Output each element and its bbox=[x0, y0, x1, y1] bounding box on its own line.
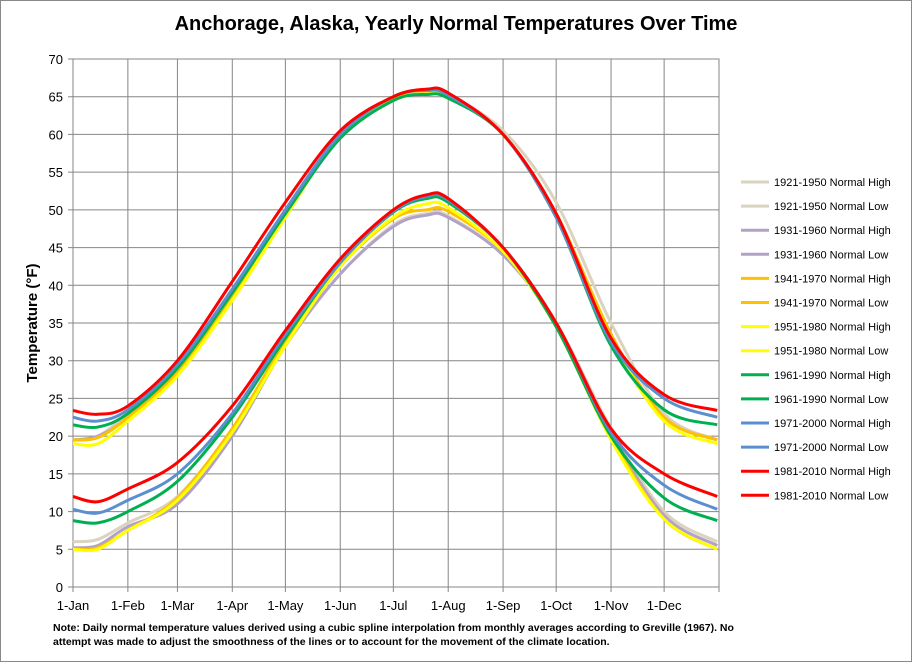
chart-note: Note: Daily normal temperature values de… bbox=[53, 622, 734, 648]
legend-label: 1981-2010 Normal Low bbox=[774, 490, 888, 502]
y-tick-label: 40 bbox=[49, 278, 63, 293]
legend-label: 1951-1980 Normal Low bbox=[774, 346, 888, 358]
x-tick-label: 1-Dec bbox=[647, 598, 682, 613]
y-tick-label: 60 bbox=[49, 127, 63, 142]
x-tick-label: 1-Nov bbox=[594, 598, 629, 613]
y-tick-label: 5 bbox=[56, 542, 63, 557]
y-tick-label: 0 bbox=[56, 580, 63, 595]
y-tick-label: 30 bbox=[49, 354, 63, 369]
y-tick-label: 15 bbox=[49, 467, 63, 482]
y-tick-label: 45 bbox=[49, 241, 63, 256]
legend-label: 1931-1960 Normal High bbox=[774, 225, 891, 237]
legend-label: 1971-2000 Normal Low bbox=[774, 442, 888, 454]
x-tick-label: 1-Jul bbox=[379, 598, 407, 613]
series-line-1981-2010-normal-low bbox=[72, 191, 718, 504]
x-tick-label: 1-Sep bbox=[486, 598, 521, 613]
series-line-1981-2010-normal-high bbox=[72, 86, 718, 416]
x-tick-label: 1-Mar bbox=[160, 598, 195, 613]
x-tick-label: 1-Aug bbox=[431, 598, 466, 613]
legend-label: 1951-1980 Normal High bbox=[774, 322, 891, 334]
legend-label: 1941-1970 Normal Low bbox=[774, 298, 888, 310]
y-tick-label: 55 bbox=[49, 165, 63, 180]
legend-label: 1981-2010 Normal High bbox=[774, 466, 891, 478]
y-tick-label: 20 bbox=[49, 429, 63, 444]
x-tick-label: 1-May bbox=[267, 598, 304, 613]
x-tick-label: 1-Feb bbox=[111, 598, 145, 613]
x-tick-label: 1-Apr bbox=[216, 598, 248, 613]
x-tick-label: 1-Jun bbox=[324, 598, 357, 613]
x-tick-label: 1-Jan bbox=[57, 598, 90, 613]
legend-label: 1941-1970 Normal High bbox=[774, 273, 891, 285]
chart-title: Anchorage, Alaska, Yearly Normal Tempera… bbox=[174, 13, 738, 35]
legend-label: 1921-1950 Normal High bbox=[774, 177, 891, 189]
legend-label: 1961-1990 Normal High bbox=[774, 370, 891, 382]
y-tick-label: 50 bbox=[49, 203, 63, 218]
legend-label: 1961-1990 Normal Low bbox=[774, 394, 888, 406]
y-tick-label: 10 bbox=[49, 505, 63, 520]
y-tick-label: 25 bbox=[49, 391, 63, 406]
y-tick-label: 35 bbox=[49, 316, 63, 331]
legend-label: 1921-1950 Normal Low bbox=[774, 201, 888, 213]
legend-label: 1971-2000 Normal High bbox=[774, 418, 891, 430]
y-axis-title: Temperature (°F) bbox=[24, 263, 41, 382]
x-tick-label: 1-Oct bbox=[540, 598, 572, 613]
legend-label: 1931-1960 Normal Low bbox=[774, 249, 888, 261]
y-tick-label: 65 bbox=[49, 90, 63, 105]
y-tick-label: 70 bbox=[49, 52, 63, 67]
